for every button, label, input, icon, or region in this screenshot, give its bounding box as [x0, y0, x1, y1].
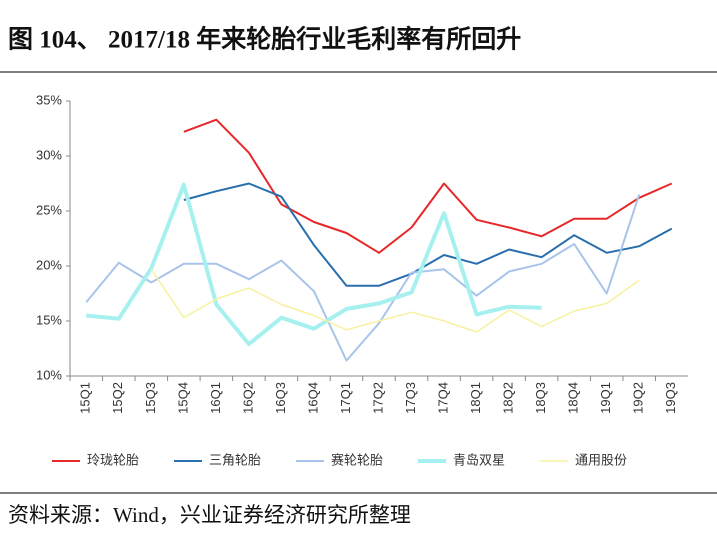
legend-label: 通用股份: [575, 452, 627, 467]
x-tick-label: 19Q2: [631, 382, 646, 414]
legend-label: 青岛双星: [453, 452, 505, 467]
legend-label: 玲珑轮胎: [87, 452, 139, 467]
x-tick-label: 17Q1: [338, 382, 353, 414]
x-tick-label: 17Q4: [435, 382, 450, 414]
x-tick-label: 19Q3: [663, 382, 678, 414]
x-tick-label: 17Q3: [403, 382, 418, 414]
series-line: [150, 268, 640, 333]
y-tick-label: 15%: [36, 312, 62, 327]
series-line: [86, 182, 542, 347]
y-tick-label: 20%: [36, 257, 62, 272]
legend-label: 三角轮胎: [209, 452, 261, 467]
x-tick-label: 15Q4: [175, 382, 190, 414]
x-tick-label: 15Q2: [110, 382, 125, 414]
x-tick-label: 16Q4: [305, 382, 320, 414]
x-tick-label: 19Q1: [598, 382, 613, 414]
x-tick-label: 18Q4: [566, 382, 581, 414]
x-tick-label: 18Q2: [501, 382, 516, 414]
x-tick-label: 18Q1: [468, 382, 483, 414]
y-tick-label: 35%: [36, 92, 62, 107]
y-tick-label: 10%: [36, 367, 62, 382]
series-line: [183, 182, 673, 287]
x-tick-label: 16Q2: [240, 382, 255, 414]
series-line: [183, 118, 673, 254]
x-tick-label: 15Q3: [143, 382, 158, 414]
series-line: [85, 194, 641, 362]
x-tick-label: 18Q3: [533, 382, 548, 414]
x-tick-label: 16Q1: [208, 382, 223, 414]
y-tick-label: 25%: [36, 202, 62, 217]
chart-title: 图 104、 2017/18 年来轮胎行业毛利率有所回升: [8, 25, 521, 54]
source-note: 资料来源：Wind，兴业证券经济研究所整理: [8, 503, 411, 527]
y-tick-label: 30%: [36, 147, 62, 162]
legend-label: 赛轮轮胎: [331, 452, 383, 467]
x-tick-label: 15Q1: [78, 382, 93, 414]
x-tick-label: 17Q2: [370, 382, 385, 414]
x-tick-label: 16Q3: [273, 382, 288, 414]
